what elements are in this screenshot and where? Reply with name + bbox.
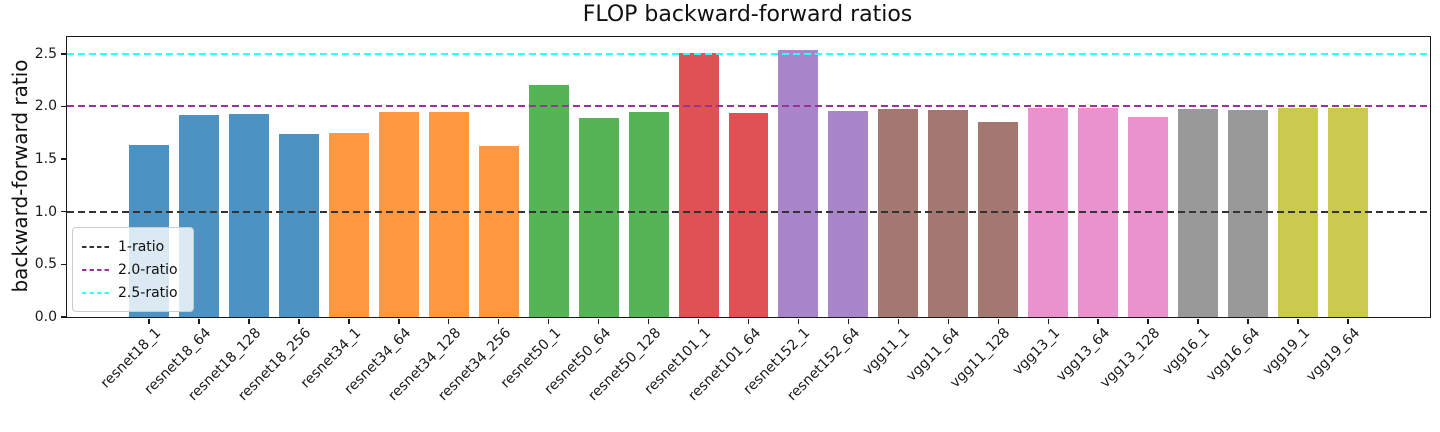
bar-resnet50_1	[528, 85, 569, 317]
x-tick	[547, 318, 550, 324]
plot-area: 1-ratio 2.0-ratio 2.5-ratio resnet18_1 re…	[35, 36, 1431, 404]
bar-resnet34_1	[328, 132, 369, 317]
x-tick	[997, 318, 1000, 324]
x-tick	[198, 318, 200, 324]
y-tick-label-1.0: 1.0	[34, 203, 57, 220]
x-tick	[847, 318, 850, 324]
y-tick-label-1.5: 1.5	[34, 151, 57, 168]
bar-vgg11_1	[878, 108, 919, 317]
y-tick-label-2.0: 2.0	[34, 98, 57, 115]
bar-resnet50_64	[578, 118, 619, 317]
bar-resnet18_256	[278, 133, 319, 317]
legend-entry-1-ratio: 1-ratio	[82, 235, 183, 258]
bar-resnet18_128	[228, 113, 269, 317]
x-tick	[897, 318, 900, 324]
legend-entry-2.5-ratio: 2.5-ratio	[82, 281, 183, 304]
reference-line-2.0-ratio	[67, 105, 1430, 108]
x-tick	[1147, 318, 1149, 324]
dashed-line-swatch	[82, 245, 109, 248]
bar-resnet34_64	[378, 111, 419, 317]
y-tick	[60, 263, 66, 266]
x-tick	[348, 318, 350, 324]
y-tick-label-0.0: 0.0	[34, 309, 57, 325]
y-tick	[60, 210, 66, 213]
bar-vgg16_64	[1228, 109, 1269, 317]
x-tick	[398, 318, 400, 324]
x-tick	[447, 318, 450, 324]
x-tick	[1347, 318, 1349, 324]
x-tick	[497, 318, 500, 324]
bar-resnet34_256	[478, 146, 519, 317]
x-tick	[1197, 318, 1199, 324]
legend-label: 1-ratio	[118, 238, 165, 255]
y-tick	[60, 316, 66, 318]
reference-line-2.5-ratio	[67, 52, 1430, 55]
y-tick-label-2.5: 2.5	[34, 45, 57, 62]
y-tick	[60, 53, 66, 55]
dashed-line-swatch	[82, 291, 109, 294]
x-tick	[1097, 318, 1099, 324]
bar-resnet34_128	[428, 111, 469, 317]
legend-entry-2.0-ratio: 2.0-ratio	[82, 258, 183, 281]
legend-label: 2.5-ratio	[118, 284, 178, 301]
x-tick	[947, 318, 950, 324]
reference-line-1-ratio	[67, 210, 1430, 213]
bar-vgg11_128	[978, 122, 1019, 317]
x-tick	[797, 318, 800, 324]
bar-vgg16_1	[1178, 108, 1219, 317]
x-tick-label-resnet18_1: resnet18_1	[97, 325, 165, 392]
x-tick	[647, 318, 650, 324]
bar-resnet152_1	[778, 49, 819, 317]
bar-resnet101_1	[678, 52, 719, 317]
y-tick-label-0.5: 0.5	[34, 256, 57, 273]
x-tick	[1047, 318, 1050, 324]
x-tick	[298, 318, 300, 324]
bar-vgg11_64	[928, 109, 969, 317]
y-tick	[60, 105, 66, 108]
x-tick	[597, 318, 600, 324]
legend: 1-ratio 2.0-ratio 2.5-ratio	[72, 227, 194, 312]
x-tick	[747, 318, 750, 324]
legend-label: 2.0-ratio	[118, 261, 178, 278]
x-tick	[1247, 318, 1249, 324]
bar-resnet101_64	[728, 112, 769, 317]
x-tick	[248, 318, 250, 324]
bar-vgg13_128	[1128, 117, 1169, 317]
x-tick	[1297, 318, 1299, 324]
x-tick	[697, 318, 700, 324]
chart-title: FLOP backward-forward ratios	[582, 2, 913, 27]
bar-resnet50_128	[628, 111, 669, 317]
dashed-line-swatch	[82, 268, 109, 271]
x-tick	[148, 318, 150, 324]
y-tick	[60, 158, 66, 160]
bar-resnet152_64	[828, 110, 869, 317]
